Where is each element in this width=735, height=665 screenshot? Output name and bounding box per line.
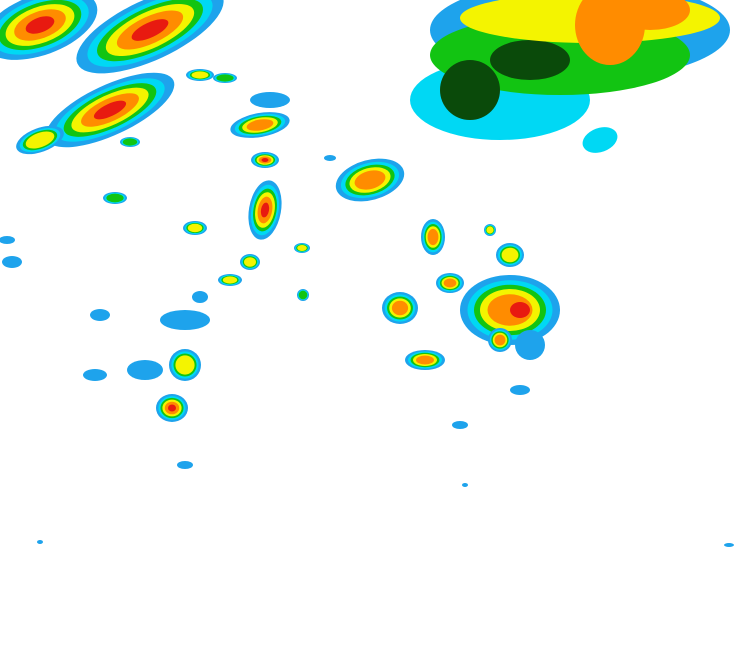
echo-orange xyxy=(427,228,439,246)
echo-orange xyxy=(246,119,274,131)
echo-red xyxy=(131,19,169,41)
echo-yellow xyxy=(187,223,203,233)
echo-light-blue xyxy=(515,330,545,360)
echo-red xyxy=(168,404,176,412)
echo-dark-green xyxy=(440,60,500,120)
echo-green xyxy=(122,138,138,146)
echo-light-blue xyxy=(90,309,110,321)
echo-red xyxy=(510,302,530,318)
echo-red xyxy=(25,16,55,34)
echo-orange xyxy=(354,170,386,190)
echo-light-blue xyxy=(83,369,107,381)
echo-light-blue xyxy=(462,483,468,487)
echo-yellow xyxy=(501,247,519,263)
echo-light-blue xyxy=(160,310,210,330)
echo-light-blue xyxy=(177,461,193,469)
echo-light-blue xyxy=(724,543,734,547)
echo-orange xyxy=(391,300,409,316)
precipitation-cells xyxy=(0,0,734,547)
echo-light-blue xyxy=(2,256,22,268)
echo-red xyxy=(260,202,270,218)
echo-red xyxy=(261,158,269,162)
echo-light-blue xyxy=(127,360,163,380)
echo-dark-green xyxy=(490,40,570,80)
echo-light-blue xyxy=(250,92,290,108)
echo-light-blue xyxy=(37,540,43,544)
echo-yellow xyxy=(486,226,494,234)
echo-yellow xyxy=(297,245,307,251)
echo-light-blue xyxy=(0,236,15,244)
echo-yellow xyxy=(191,71,209,79)
echo-light-blue xyxy=(510,385,530,395)
echo-orange xyxy=(610,0,690,30)
echo-yellow xyxy=(25,131,55,149)
echo-yellow xyxy=(175,355,195,375)
echo-orange xyxy=(494,334,506,346)
echo-red xyxy=(93,100,127,120)
echo-light-blue xyxy=(324,155,336,161)
echo-orange xyxy=(416,355,434,365)
echo-cyan xyxy=(582,127,618,153)
echo-green xyxy=(298,290,308,300)
echo-yellow xyxy=(244,257,256,267)
echo-orange xyxy=(443,278,457,288)
echo-green xyxy=(106,193,124,203)
echo-green xyxy=(216,74,234,82)
echo-light-blue xyxy=(192,291,208,303)
echo-light-blue xyxy=(452,421,468,429)
echo-yellow xyxy=(222,276,238,284)
